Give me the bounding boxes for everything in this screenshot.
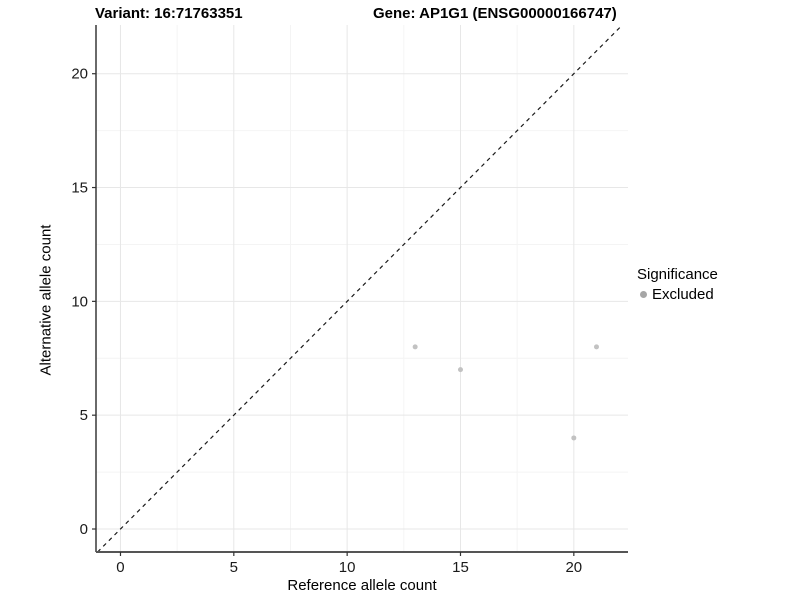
y-tick-label: 15 <box>71 180 88 197</box>
y-tick-label: 5 <box>80 407 88 424</box>
x-tick-label: 5 <box>230 559 238 576</box>
legend-entry-excluded: Excluded <box>640 286 718 303</box>
legend: Significance Excluded <box>637 266 718 303</box>
x-tick-label: 15 <box>452 559 469 576</box>
data-point <box>457 367 463 373</box>
x-tick-label: 20 <box>565 559 582 576</box>
y-tick-label: 10 <box>71 293 88 310</box>
x-tick-label: 10 <box>339 559 356 576</box>
y-tick-label: 20 <box>71 66 88 83</box>
x-tick-label: 0 <box>116 559 124 576</box>
excluded-point-icon <box>640 291 647 298</box>
legend-title: Significance <box>637 266 718 283</box>
identity-dashed-line <box>97 24 623 553</box>
x-axis-title: Reference allele count <box>287 577 437 594</box>
data-point <box>571 435 577 441</box>
legend-entry-label: Excluded <box>652 286 714 303</box>
y-axis-title: Alternative allele count <box>37 224 55 376</box>
gene-title: Gene: AP1G1 (ENSG00000166747) <box>373 5 617 22</box>
data-point <box>412 344 418 350</box>
y-tick-label: 0 <box>80 521 88 538</box>
data-point <box>593 344 599 350</box>
variant-title: Variant: 16:71763351 <box>95 5 243 22</box>
